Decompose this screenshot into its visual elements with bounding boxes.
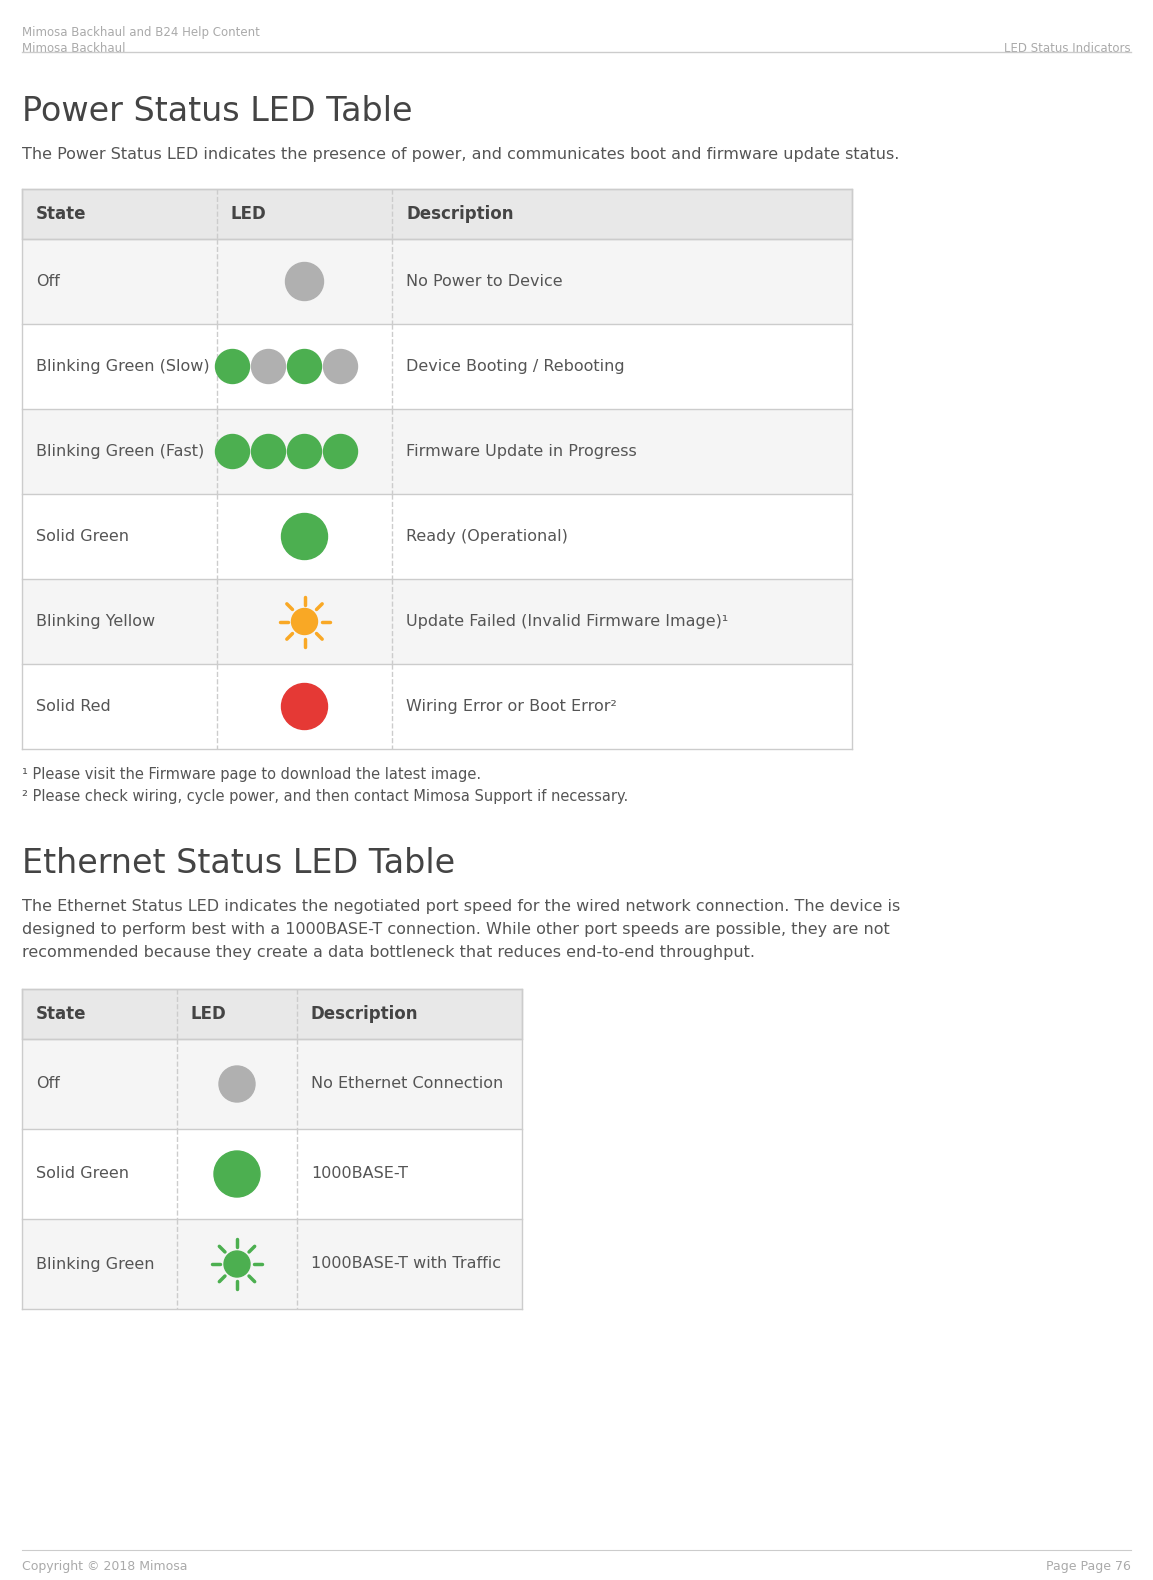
Text: Power Status LED Table: Power Status LED Table xyxy=(22,95,413,128)
Text: Copyright © 2018 Mimosa: Copyright © 2018 Mimosa xyxy=(22,1559,188,1574)
FancyBboxPatch shape xyxy=(22,239,852,324)
Text: Ethernet Status LED Table: Ethernet Status LED Table xyxy=(22,847,455,880)
Text: Solid Green: Solid Green xyxy=(36,1166,129,1182)
FancyBboxPatch shape xyxy=(22,1130,522,1220)
Text: State: State xyxy=(36,1005,86,1022)
Circle shape xyxy=(286,262,324,300)
FancyBboxPatch shape xyxy=(22,1040,522,1130)
FancyBboxPatch shape xyxy=(22,190,852,239)
Text: Wiring Error or Boot Error²: Wiring Error or Boot Error² xyxy=(406,698,617,714)
Text: Off: Off xyxy=(36,1076,60,1092)
Circle shape xyxy=(251,435,286,469)
FancyBboxPatch shape xyxy=(22,409,852,495)
Text: No Ethernet Connection: No Ethernet Connection xyxy=(311,1076,503,1092)
FancyBboxPatch shape xyxy=(22,1220,522,1308)
Circle shape xyxy=(281,684,327,730)
FancyBboxPatch shape xyxy=(22,324,852,409)
Circle shape xyxy=(324,435,357,469)
Circle shape xyxy=(281,514,327,559)
FancyBboxPatch shape xyxy=(22,664,852,749)
Text: Description: Description xyxy=(406,205,513,223)
Text: Solid Red: Solid Red xyxy=(36,698,111,714)
FancyBboxPatch shape xyxy=(22,495,852,578)
Text: Off: Off xyxy=(36,273,60,289)
Text: ¹ Please visit the Firmware page to download the latest image.: ¹ Please visit the Firmware page to down… xyxy=(22,766,481,782)
Text: The Power Status LED indicates the presence of power, and communicates boot and : The Power Status LED indicates the prese… xyxy=(22,147,899,163)
Text: Mimosa Backhaul and B24 Help Content: Mimosa Backhaul and B24 Help Content xyxy=(22,25,259,40)
Text: LED Status Indicators: LED Status Indicators xyxy=(1004,43,1131,55)
Text: Device Booting / Rebooting: Device Booting / Rebooting xyxy=(406,359,625,374)
FancyBboxPatch shape xyxy=(22,578,852,664)
Circle shape xyxy=(216,435,249,469)
Circle shape xyxy=(324,349,357,384)
Text: No Power to Device: No Power to Device xyxy=(406,273,563,289)
FancyBboxPatch shape xyxy=(22,989,522,1040)
Text: Description: Description xyxy=(311,1005,419,1022)
Circle shape xyxy=(287,349,322,384)
Text: Mimosa Backhaul: Mimosa Backhaul xyxy=(22,43,126,55)
Text: The Ethernet Status LED indicates the negotiated port speed for the wired networ: The Ethernet Status LED indicates the ne… xyxy=(22,899,900,959)
Text: 1000BASE-T: 1000BASE-T xyxy=(311,1166,408,1182)
Text: Ready (Operational): Ready (Operational) xyxy=(406,529,568,544)
Text: Blinking Green: Blinking Green xyxy=(36,1256,155,1272)
Text: Solid Green: Solid Green xyxy=(36,529,129,544)
Circle shape xyxy=(224,1251,250,1277)
Text: ² Please check wiring, cycle power, and then contact Mimosa Support if necessary: ² Please check wiring, cycle power, and … xyxy=(22,788,628,804)
Text: Blinking Green (Slow): Blinking Green (Slow) xyxy=(36,359,210,374)
Text: Blinking Yellow: Blinking Yellow xyxy=(36,615,156,629)
Text: Update Failed (Invalid Firmware Image)¹: Update Failed (Invalid Firmware Image)¹ xyxy=(406,615,729,629)
Text: Blinking Green (Fast): Blinking Green (Fast) xyxy=(36,444,204,460)
Circle shape xyxy=(216,349,249,384)
Circle shape xyxy=(292,608,317,635)
Circle shape xyxy=(287,435,322,469)
Text: State: State xyxy=(36,205,86,223)
Text: Firmware Update in Progress: Firmware Update in Progress xyxy=(406,444,636,460)
Text: LED: LED xyxy=(231,205,266,223)
Circle shape xyxy=(251,349,286,384)
Text: 1000BASE-T with Traffic: 1000BASE-T with Traffic xyxy=(311,1256,502,1272)
Circle shape xyxy=(219,1066,255,1101)
Circle shape xyxy=(214,1150,259,1198)
Text: Page Page 76: Page Page 76 xyxy=(1046,1559,1131,1574)
Text: LED: LED xyxy=(191,1005,227,1022)
